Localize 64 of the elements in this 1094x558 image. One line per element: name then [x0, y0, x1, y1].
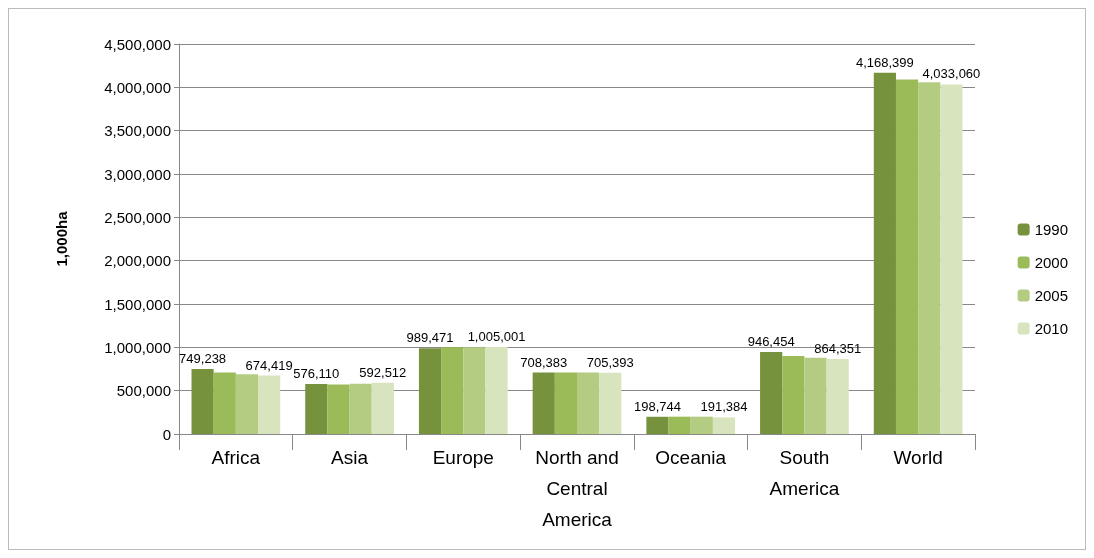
legend-label: 2005 — [1034, 287, 1069, 304]
y-axis-title: 1,000ha — [53, 210, 70, 267]
bar — [235, 374, 259, 434]
y-tick-label: 3,000,000 — [104, 165, 171, 183]
data-label: 705,393 — [586, 354, 634, 370]
data-label: 4,033,060 — [922, 66, 981, 82]
legend-label: 2000 — [1034, 254, 1069, 271]
bar — [918, 82, 941, 434]
bar — [371, 382, 394, 434]
data-label: 989,471 — [406, 330, 454, 346]
x-tick-label: North and Central America — [535, 447, 619, 530]
y-tick-label: 1,500,000 — [104, 295, 171, 313]
x-tick-label: Europe — [432, 447, 494, 468]
bar — [305, 384, 328, 434]
y-tick-label: 4,500,000 — [104, 35, 171, 53]
bar — [485, 346, 508, 434]
y-tick-label: 2,000,000 — [104, 252, 171, 270]
legend-label: 1990 — [1034, 221, 1069, 238]
x-tick-label: Africa — [211, 447, 261, 468]
y-tick-label: 3,500,000 — [104, 122, 171, 140]
data-label: 191,384 — [700, 399, 748, 415]
bar — [327, 384, 350, 434]
bar — [554, 372, 577, 434]
x-tick-label: Asia — [331, 447, 369, 468]
bar — [712, 417, 736, 434]
data-label: 1,005,001 — [467, 328, 526, 344]
y-tick-label: 0 — [162, 425, 171, 443]
bar — [577, 372, 600, 434]
bar — [418, 348, 442, 434]
bar — [258, 375, 281, 434]
y-tick-label: 2,500,000 — [104, 208, 171, 226]
bar — [532, 372, 555, 434]
bar — [782, 356, 805, 434]
bar — [895, 79, 919, 434]
data-label: 749,238 — [179, 351, 227, 367]
data-label: 946,454 — [747, 333, 795, 349]
bar — [213, 372, 236, 434]
data-label: 592,512 — [359, 364, 407, 380]
bar — [441, 347, 464, 434]
bar — [760, 351, 783, 434]
bar — [940, 84, 963, 434]
legend-label: 2010 — [1034, 320, 1069, 337]
bar — [668, 416, 691, 434]
bar — [463, 347, 486, 434]
y-tick-label: 1,000,000 — [104, 338, 171, 356]
bar — [804, 357, 827, 434]
x-tick-label: Oceania — [655, 447, 727, 468]
bar — [646, 416, 669, 434]
y-tick-label: 4,000,000 — [104, 78, 171, 96]
bar — [690, 416, 713, 434]
data-label: 4,168,399 — [855, 54, 914, 70]
data-label: 864,351 — [814, 341, 862, 357]
bar — [599, 372, 622, 434]
bar — [826, 359, 849, 434]
data-label: 198,744 — [633, 398, 681, 414]
y-tick-label: 500,000 — [116, 382, 171, 400]
data-label: 576,110 — [293, 366, 340, 382]
data-label: 708,383 — [520, 354, 568, 370]
bar — [873, 72, 896, 434]
bar — [191, 369, 214, 434]
x-tick-label: World — [893, 447, 943, 468]
data-label: 674,419 — [245, 357, 293, 373]
bar — [349, 383, 372, 434]
x-tick-label: South America — [769, 447, 840, 499]
